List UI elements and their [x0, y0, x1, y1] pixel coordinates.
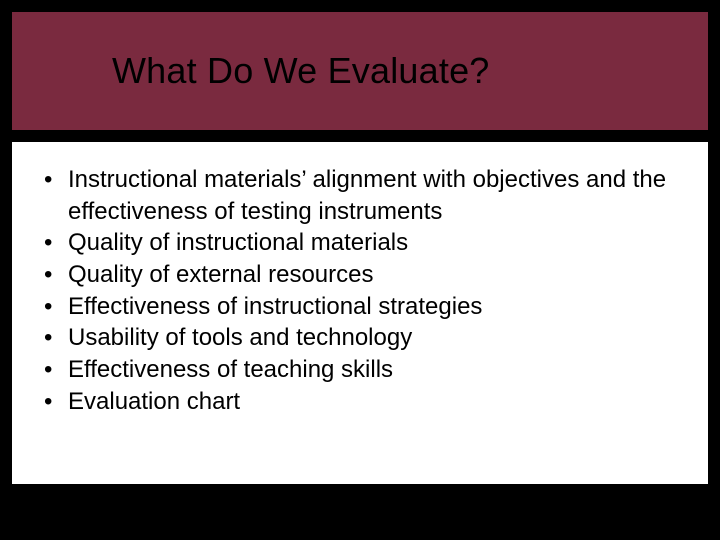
list-item: Effectiveness of teaching skills [40, 354, 680, 386]
content-panel: Instructional materials’ alignment with … [12, 142, 708, 484]
list-item: Instructional materials’ alignment with … [40, 164, 680, 227]
list-item: Usability of tools and technology [40, 322, 680, 354]
bullet-list: Instructional materials’ alignment with … [40, 164, 680, 417]
list-item: Evaluation chart [40, 386, 680, 418]
list-item: Effectiveness of instructional strategie… [40, 291, 680, 323]
slide: What Do We Evaluate? Instructional mater… [0, 0, 720, 540]
list-item: Quality of instructional materials [40, 227, 680, 259]
list-item: Quality of external resources [40, 259, 680, 291]
slide-title: What Do We Evaluate? [112, 50, 490, 92]
title-band: What Do We Evaluate? [12, 12, 708, 130]
